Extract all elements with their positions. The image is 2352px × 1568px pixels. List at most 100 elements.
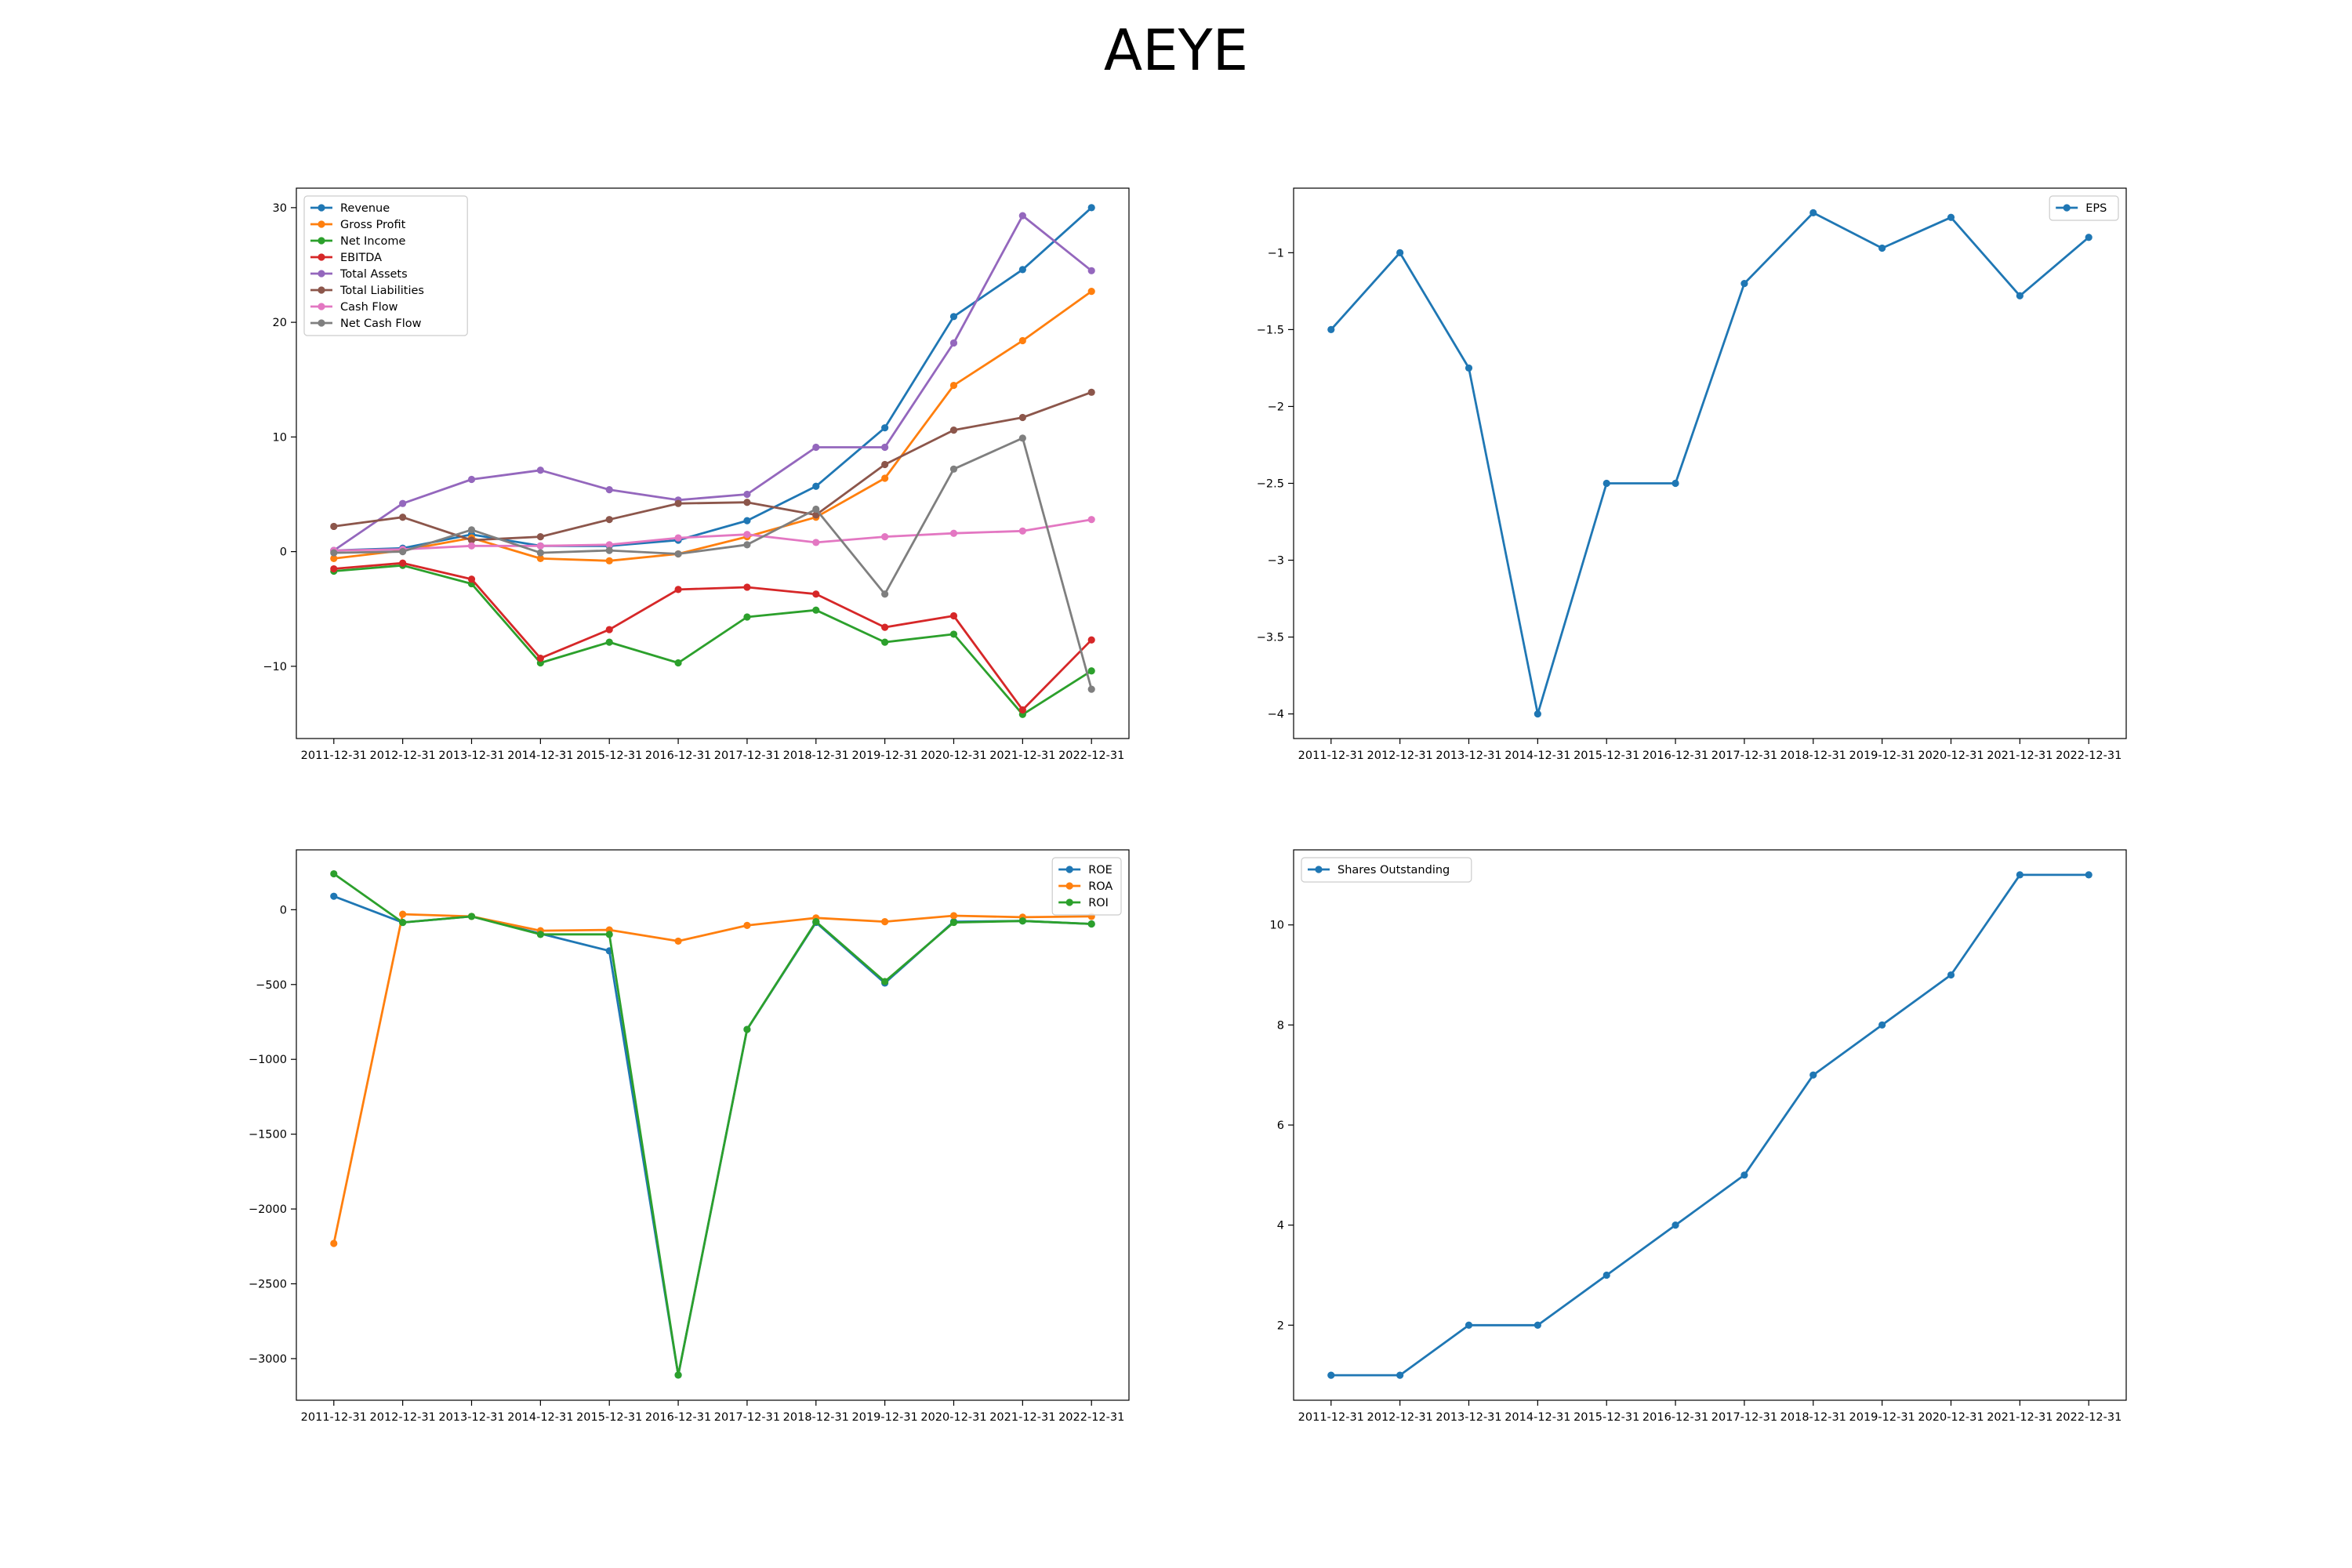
series-line <box>332 913 1092 1244</box>
data-point <box>399 499 407 507</box>
y-tick-label: −1.5 <box>1257 324 1284 336</box>
data-point <box>605 486 613 494</box>
y-tick-label: −2500 <box>249 1279 287 1291</box>
data-point <box>1087 667 1095 675</box>
x-tick-label: 2017-12-31 <box>1711 750 1777 762</box>
y-tick-label: 0 <box>280 546 287 559</box>
data-point <box>2085 234 2092 241</box>
series-line <box>332 873 1092 1377</box>
data-point <box>812 918 820 926</box>
x-tick-label: 2019-12-31 <box>1849 1411 1915 1424</box>
x-tick-label: 2014-12-31 <box>507 750 573 762</box>
x-tick-label: 2015-12-31 <box>1573 1411 1639 1424</box>
legend-swatch-marker <box>318 319 325 327</box>
series-roi <box>330 869 1095 1379</box>
data-point <box>743 921 751 929</box>
data-point <box>467 913 476 920</box>
x-tick-label: 2018-12-31 <box>1780 750 1846 762</box>
data-point <box>399 514 407 521</box>
x-tick-label: 2011-12-31 <box>301 750 367 762</box>
series-line <box>333 518 1092 552</box>
series-line <box>333 564 1092 716</box>
legend-swatch-marker <box>1315 866 1323 873</box>
series-eps <box>1327 209 2092 718</box>
legend-label: Shares Outstanding <box>1338 864 1450 877</box>
data-point <box>536 549 544 557</box>
data-point <box>1087 685 1095 693</box>
legend-swatch-marker <box>1065 882 1073 890</box>
data-point <box>605 541 613 549</box>
x-tick-label: 2019-12-31 <box>852 750 918 762</box>
legend-label: Total Liabilities <box>339 285 424 297</box>
data-point <box>536 931 544 938</box>
x-tick-label: 2013-12-31 <box>1436 750 1501 762</box>
legend-swatch-marker <box>318 270 325 278</box>
x-tick-label: 2013-12-31 <box>438 750 504 762</box>
data-point <box>949 313 958 321</box>
data-point <box>1018 527 1026 535</box>
data-point <box>2016 292 2024 299</box>
data-point <box>1396 1371 1404 1379</box>
x-tick-label: 2022-12-31 <box>2056 1411 2122 1424</box>
data-point <box>743 490 751 499</box>
data-point <box>949 529 958 537</box>
legend-label: Cash Flow <box>340 301 398 314</box>
x-tick-label: 2015-12-31 <box>1573 750 1639 762</box>
data-point <box>743 531 751 539</box>
data-point <box>1740 1171 1748 1179</box>
data-point <box>399 910 407 918</box>
y-tick-label: −1 <box>1268 247 1284 260</box>
data-point <box>881 623 889 631</box>
y-tick-label: −1500 <box>249 1129 287 1142</box>
data-point <box>881 443 889 452</box>
data-point <box>536 542 544 550</box>
data-point <box>881 978 889 985</box>
data-point <box>1947 971 1955 979</box>
legend-swatch-marker <box>318 237 325 245</box>
data-point <box>812 539 820 546</box>
data-point <box>1018 434 1026 442</box>
legend-box <box>2049 195 2119 221</box>
x-tick-label: 2017-12-31 <box>714 1411 780 1424</box>
data-point <box>605 546 613 554</box>
data-point <box>812 443 820 452</box>
x-tick-label: 2014-12-31 <box>507 1411 573 1424</box>
series-roe <box>330 892 1095 1379</box>
legend-swatch-marker <box>318 220 325 228</box>
y-tick-label: −3 <box>1268 555 1284 568</box>
data-point <box>605 638 613 646</box>
data-point <box>1947 213 1955 221</box>
chart-4: 2011-12-31 2012-12-31 2013-12-31 2014-12-31… <box>1270 849 2127 1424</box>
legend-label: Gross Profit <box>340 219 406 231</box>
legend-label: ROA <box>1088 880 1112 893</box>
legend-label: ROI <box>1088 897 1109 909</box>
x-tick-label: 2018-12-31 <box>783 750 849 762</box>
data-point <box>1018 336 1026 345</box>
data-point <box>949 630 958 638</box>
x-tick-label: 2019-12-31 <box>852 1411 918 1424</box>
data-point <box>1018 706 1026 714</box>
data-point <box>399 548 407 556</box>
data-point <box>1087 288 1095 296</box>
data-point <box>330 869 338 878</box>
x-tick-label: 2018-12-31 <box>783 1411 849 1424</box>
data-point <box>1534 710 1541 718</box>
axes-frame <box>1293 187 2127 739</box>
x-tick-label: 2018-12-31 <box>1780 1411 1846 1424</box>
data-point <box>812 482 820 490</box>
legend: ROE ROA ROI <box>1051 857 1122 916</box>
data-point <box>1087 267 1095 274</box>
y-tick-label: −1000 <box>249 1054 287 1066</box>
series-line <box>333 214 1093 552</box>
x-tick-label: 2011-12-31 <box>301 1411 367 1424</box>
x-tick-label: 2014-12-31 <box>1504 1411 1570 1424</box>
data-point <box>467 575 476 583</box>
legend-label: Revenue <box>340 202 390 215</box>
data-point <box>1087 388 1095 396</box>
data-point <box>330 554 338 562</box>
x-tick-label: 2017-12-31 <box>714 750 780 762</box>
legend: Revenue Gross Profit Net Income EBITDA Total… <box>303 195 468 336</box>
y-tick-label: −3000 <box>249 1353 287 1366</box>
x-tick-label: 2014-12-31 <box>1504 750 1570 762</box>
